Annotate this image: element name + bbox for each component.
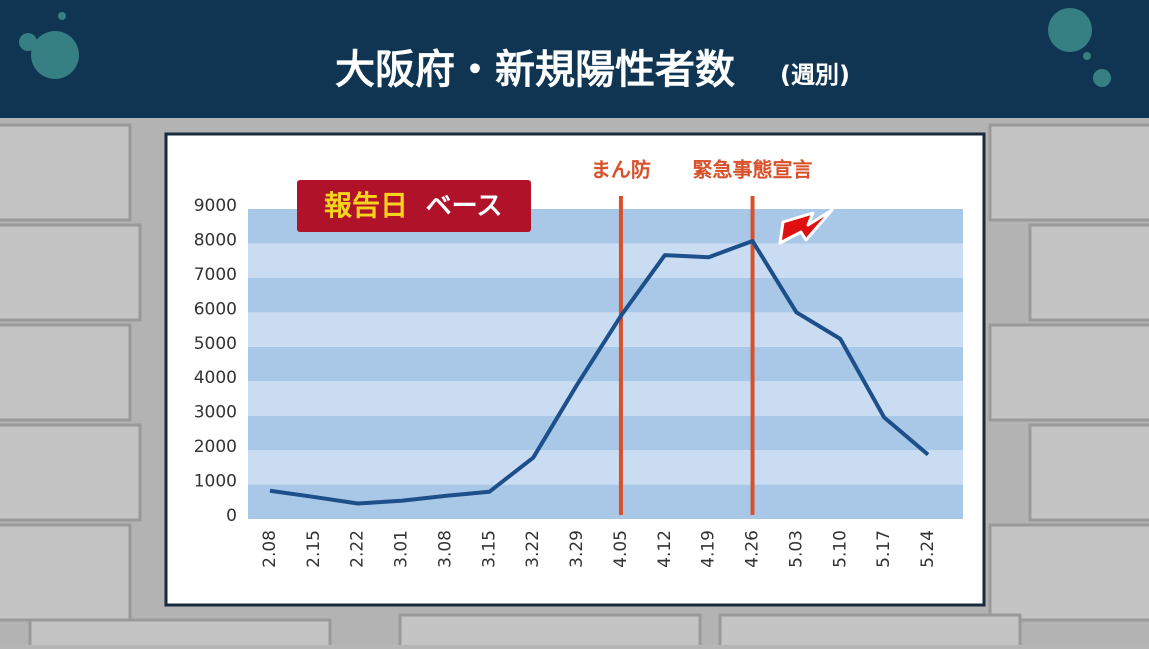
- y-tick-label: 9000: [194, 196, 237, 216]
- x-tick-label: 2.15: [304, 530, 324, 568]
- title-note: (週別): [780, 61, 850, 89]
- x-tick-label: 4.05: [611, 530, 631, 568]
- stripe: [248, 277, 963, 313]
- x-tick-label: 3.01: [392, 530, 412, 568]
- x-tick-label: 5.03: [786, 530, 806, 568]
- title: 大阪府・新規陽性者数: [335, 47, 735, 93]
- y-tick-label: 8000: [194, 230, 237, 250]
- y-tick-label: 2000: [194, 437, 237, 457]
- stripe: [248, 243, 963, 278]
- x-tick-label: 5.10: [830, 530, 850, 568]
- y-tick-label: 1000: [194, 472, 237, 492]
- x-tick-label: 2.08: [260, 530, 280, 568]
- x-tick-label: 4.19: [699, 530, 719, 568]
- stripe: [248, 415, 963, 451]
- y-tick-label: 5000: [194, 334, 237, 354]
- badge: [297, 180, 531, 232]
- stripe: [248, 346, 963, 382]
- arrow: [778, 208, 834, 245]
- annotation-label: 緊急事態宣言: [693, 158, 813, 182]
- x-tick-label: 5.24: [918, 530, 938, 568]
- x-tick-label: 3.22: [523, 530, 543, 568]
- y-tick-label: 3000: [194, 403, 237, 423]
- stripe: [248, 450, 963, 485]
- decor: [19, 8, 1111, 87]
- y-tick-label: 4000: [194, 368, 237, 388]
- annotation-label: まん防: [591, 158, 651, 182]
- badge-highlight: 報告日: [324, 189, 408, 222]
- data-line: [269, 239, 930, 506]
- bricks: [0, 123, 1149, 649]
- x-tick-label: 3.15: [479, 530, 499, 568]
- stripe: [248, 381, 963, 416]
- y-tick-label: 6000: [194, 299, 237, 319]
- x-tick-label: 5.17: [874, 530, 894, 568]
- x-tick-label: 2.22: [348, 530, 368, 568]
- x-tick-label: 3.08: [435, 530, 455, 568]
- x-tick-label: 3.29: [567, 530, 587, 568]
- x-tick-label: 4.12: [655, 530, 675, 568]
- plot: 0 1000 2000 3000 4000 5000 6000 7000 8000 9000 2.0…: [194, 158, 963, 568]
- y-tick-label: 0: [226, 506, 237, 526]
- badge-text: ベース: [426, 192, 503, 222]
- x-tick-label: 4.26: [743, 530, 763, 568]
- y-tick-label: 7000: [194, 265, 237, 285]
- header: [0, 0, 1149, 118]
